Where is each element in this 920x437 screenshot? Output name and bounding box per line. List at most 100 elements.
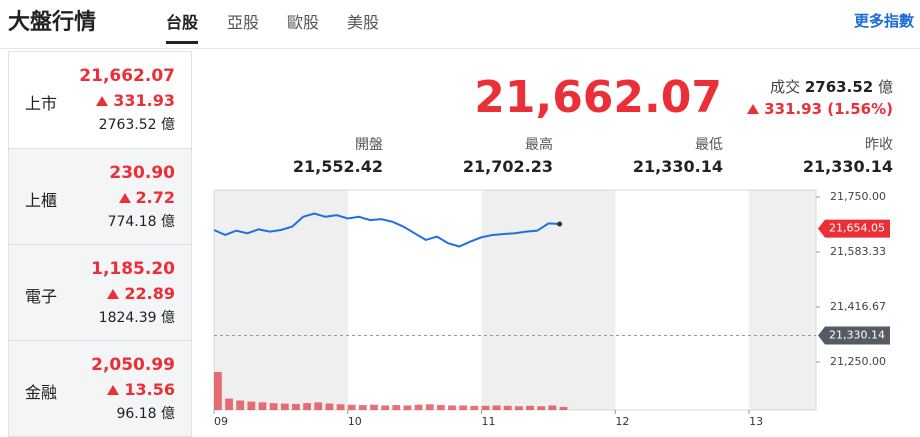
stat-value: 21,330.14 <box>632 157 723 176</box>
market-name: 上櫃 <box>25 191 58 210</box>
turnover: 成交 2763.52 億 <box>770 76 893 97</box>
prev-close-tag <box>818 326 890 345</box>
volume-bar <box>526 405 534 410</box>
volume-bar <box>358 405 367 410</box>
volume-bar <box>247 401 256 410</box>
divider <box>0 48 920 49</box>
change-value: 22.89 <box>124 284 175 303</box>
market-name: 電子 <box>25 287 58 306</box>
volume-bar <box>269 403 278 410</box>
up-arrow <box>118 193 131 203</box>
index-change: 331.93 (1.56%) <box>747 100 893 118</box>
market-volume: 2763.52 億 <box>98 117 175 133</box>
change-value: 2.72 <box>135 188 175 207</box>
stat: 開盤 21,552.42 <box>223 134 383 176</box>
market-price: 21,662.07 <box>79 66 175 86</box>
y-tick-label: 21,583.33 <box>830 245 886 258</box>
market-change: 22.89 <box>107 284 175 303</box>
up-arrow <box>747 104 760 114</box>
price-line <box>213 212 560 248</box>
market-change: 2.72 <box>118 188 175 207</box>
market-name: 金融 <box>25 383 58 402</box>
market-name: 上市 <box>25 94 58 113</box>
volume-bar <box>503 405 512 410</box>
volume-bar <box>303 403 311 410</box>
market-volume: 774.18 億 <box>107 214 175 230</box>
volume-bar <box>425 404 434 410</box>
market-item[interactable]: 上市 21,662.07 331.93 2763.52 億 <box>9 52 191 147</box>
volume-bar <box>481 405 490 410</box>
last-price-tag <box>818 219 890 238</box>
last-price-label: 21,654.05 <box>829 222 885 235</box>
volume-bar <box>381 405 390 410</box>
stat-value: 21,552.42 <box>292 157 383 176</box>
x-tick-label: 10 <box>348 415 362 428</box>
volume-bar <box>436 405 445 410</box>
market-change: 13.56 <box>107 380 175 399</box>
volume-bar <box>236 400 245 410</box>
volume-bar <box>347 404 356 410</box>
market-price: 1,185.20 <box>91 259 175 279</box>
turnover-value: 2763.52 <box>804 78 874 96</box>
volume-bar <box>314 402 323 410</box>
market-volume: 96.18 億 <box>116 406 175 422</box>
x-tick-label: 13 <box>749 415 763 428</box>
volume-bar <box>214 372 222 410</box>
index-price: 21,662.07 <box>474 72 722 123</box>
change-text: 331.93 (1.56%) <box>764 100 893 118</box>
session-band <box>749 190 816 410</box>
stat-label: 最低 <box>695 137 723 153</box>
change-value: 13.56 <box>124 380 175 399</box>
prev-close-label: 21,330.14 <box>829 329 885 342</box>
tab[interactable]: 亞股 <box>227 13 260 32</box>
volume-bar <box>325 403 334 410</box>
volume-bar <box>548 405 557 410</box>
turnover-unit: 億 <box>877 78 893 96</box>
volume-bar <box>280 403 289 410</box>
volume-bar <box>537 406 546 410</box>
y-tick-label: 21,416.67 <box>830 300 886 313</box>
market-item[interactable]: 金融 2,050.99 13.56 96.18 億 <box>9 340 191 436</box>
tab[interactable]: 歐股 <box>287 13 320 32</box>
stat: 最高 21,702.23 <box>393 134 553 176</box>
stat-value: 21,330.14 <box>802 157 893 176</box>
up-arrow <box>107 289 120 299</box>
tab[interactable]: 美股 <box>347 13 380 32</box>
up-arrow <box>107 385 120 395</box>
market-item[interactable]: 上櫃 230.90 2.72 774.18 億 <box>9 148 191 244</box>
chart: 09 10 11 12 13 21,750.00 21,583.33 21,416.67 21,… <box>213 189 890 428</box>
volume-bar <box>459 405 468 410</box>
stat-label: 最高 <box>525 137 553 153</box>
more-link[interactable]: 更多指數 <box>853 12 914 30</box>
volume-bar <box>492 405 501 410</box>
y-tick-label: 21,750.00 <box>830 190 886 203</box>
stat-label: 昨收 <box>865 137 893 153</box>
volume-bar <box>370 404 378 410</box>
x-tick-label: 09 <box>214 415 228 428</box>
page-title: 大盤行情 <box>8 10 97 35</box>
stat: 最低 21,330.14 <box>563 134 723 176</box>
volume-bar <box>414 404 423 410</box>
volume-bar <box>403 405 412 410</box>
volume-bar <box>470 405 479 410</box>
volume-bar <box>258 402 267 410</box>
volume-bar <box>448 405 456 410</box>
volume-bar <box>559 406 568 410</box>
market-item[interactable]: 電子 1,185.20 22.89 1824.39 億 <box>9 244 191 340</box>
up-arrow <box>96 96 109 106</box>
volume-bar <box>392 405 401 410</box>
stat: 昨收 21,330.14 <box>733 134 893 176</box>
tab[interactable]: 台股 <box>166 9 199 44</box>
turnover-label: 成交 <box>770 78 801 96</box>
volume-bar <box>292 403 300 410</box>
stat-value: 21,702.23 <box>462 157 553 176</box>
change-value: 331.93 <box>113 91 175 110</box>
volume-bar <box>336 404 345 410</box>
session-band <box>481 190 616 410</box>
session-band <box>214 190 348 410</box>
market-volume: 1824.39 億 <box>98 310 175 326</box>
x-tick-label: 11 <box>482 415 496 428</box>
market-list: 上市 21,662.07 331.93 2763.52 億上櫃 230.90 2.72 77… <box>8 51 192 437</box>
market-price: 2,050.99 <box>91 355 175 375</box>
